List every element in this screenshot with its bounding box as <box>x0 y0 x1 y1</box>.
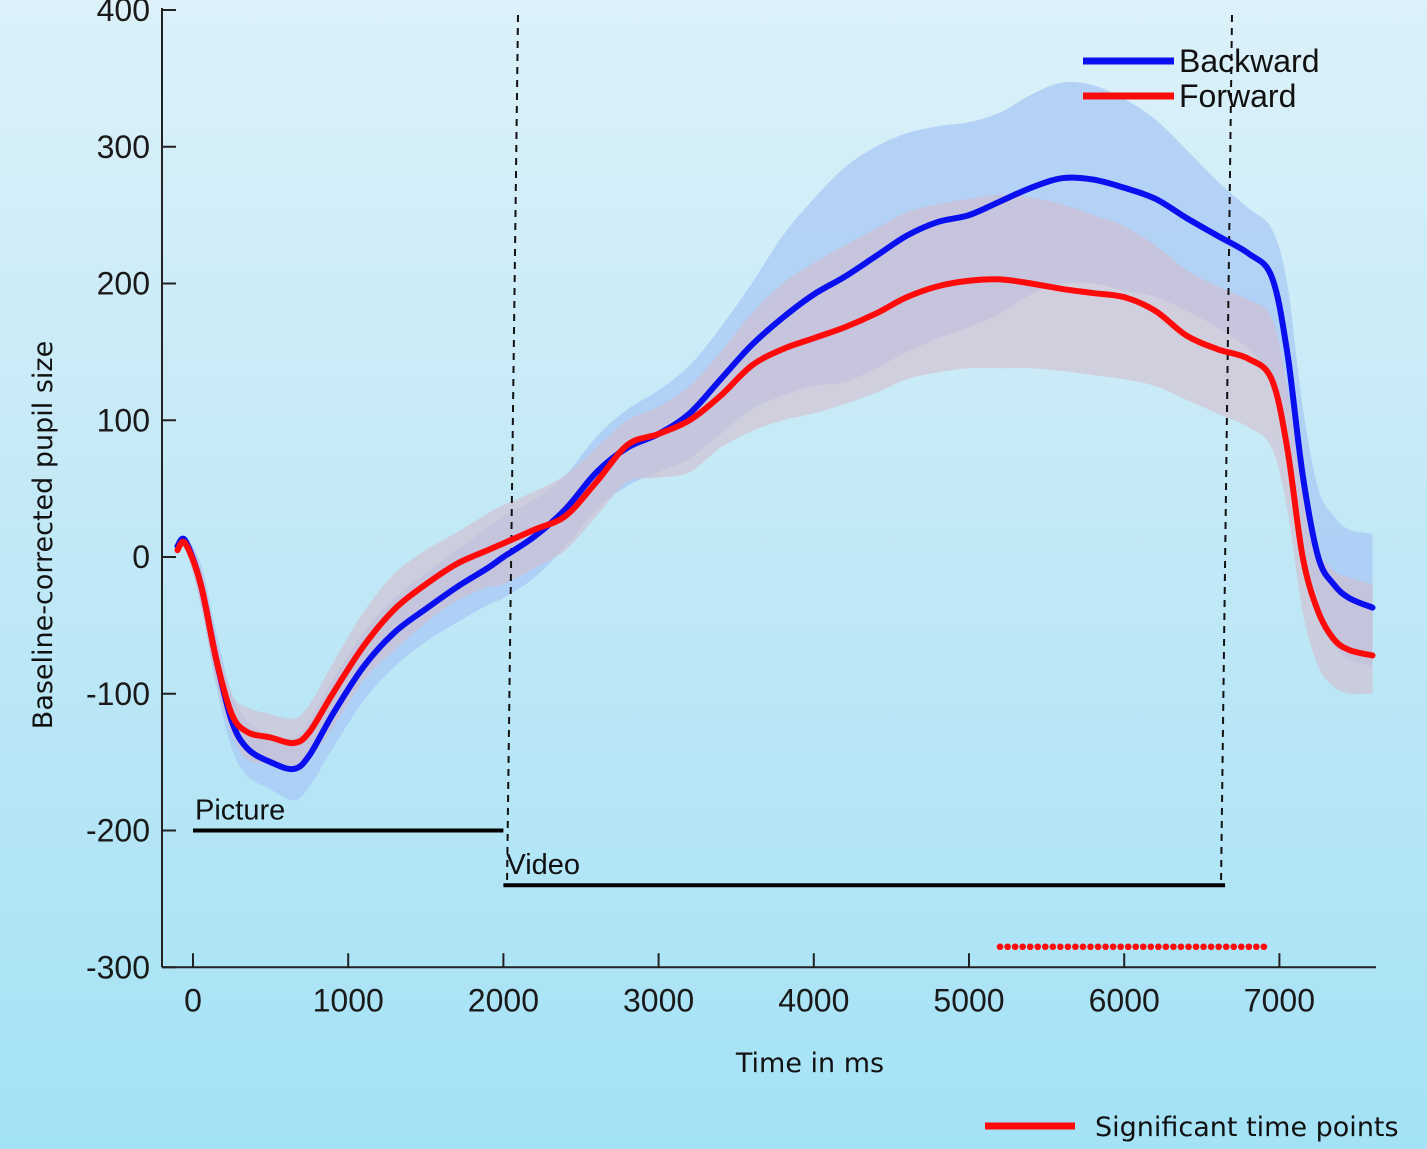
significant-dot <box>1245 943 1253 951</box>
x-tick-label: 6000 <box>1089 982 1160 1018</box>
significant-dot <box>1049 943 1057 951</box>
series-lines <box>174 174 1376 773</box>
significant-dot <box>1260 943 1268 951</box>
significant-dot <box>1147 943 1155 951</box>
significant-dot <box>1215 943 1222 951</box>
significant-dot <box>1109 943 1117 951</box>
legend-label-forward: Forward <box>1179 78 1296 114</box>
significant-dot <box>1253 943 1260 951</box>
significant-dots <box>996 943 1268 951</box>
x-tick-label: 1000 <box>313 982 384 1018</box>
significant-dot <box>1177 943 1185 951</box>
y-tick-label: 100 <box>97 402 150 438</box>
significant-dot <box>1004 943 1011 951</box>
y-tick-label: -100 <box>86 676 150 712</box>
significant-dot <box>1192 943 1200 951</box>
significant-dot <box>1132 943 1140 951</box>
y-axis-title: Baseline-corrected pupil size <box>28 341 59 729</box>
y-tick-label: 0 <box>132 539 150 575</box>
significant-dot <box>1019 943 1026 951</box>
significant-dot <box>1237 943 1245 951</box>
significant-dot <box>1041 943 1049 951</box>
significant-dot <box>1162 943 1170 951</box>
significance-legend: Significant time points <box>985 1112 1399 1143</box>
y-tick-label: 300 <box>97 129 150 165</box>
x-tick-label: 3000 <box>623 982 694 1018</box>
line-backward <box>174 174 1376 773</box>
y-tick-label: 200 <box>97 266 150 302</box>
significant-dot <box>1102 943 1109 951</box>
band-forward <box>177 194 1373 770</box>
y-tick-label: -200 <box>86 813 150 849</box>
significant-dot <box>1170 943 1177 951</box>
video-offset-marker <box>1220 14 1233 886</box>
significant-dot <box>1207 943 1215 951</box>
significant-dot <box>1064 943 1072 951</box>
significant-dot <box>1087 943 1094 951</box>
phase-label-video: Video <box>506 849 580 881</box>
x-tick-label: 2000 <box>468 982 539 1018</box>
significant-dot <box>1124 943 1132 951</box>
significant-dot <box>1011 943 1019 951</box>
significant-dot <box>996 943 1004 951</box>
x-axis-title: Time in ms <box>735 1048 884 1079</box>
x-tick-label: 4000 <box>778 982 849 1018</box>
significant-dot <box>1072 943 1079 951</box>
significant-dot <box>1185 943 1192 951</box>
phase-bars: Picture Video <box>193 795 1226 888</box>
phase-label-picture: Picture <box>195 795 285 827</box>
band-backward <box>177 81 1373 801</box>
significant-dot <box>1026 943 1034 951</box>
significant-dot <box>1057 943 1064 951</box>
significant-dot <box>1222 943 1230 951</box>
significant-dot <box>1094 943 1102 951</box>
significant-dot <box>1079 943 1087 951</box>
significant-dot <box>1230 943 1238 951</box>
significance-legend-label: Significant time points <box>1095 1112 1399 1143</box>
significant-dot <box>1155 943 1162 951</box>
y-tick-label: 400 <box>97 0 150 28</box>
significant-dot <box>1034 943 1042 951</box>
video-onset-marker <box>506 14 519 886</box>
x-tick-label: 7000 <box>1244 982 1315 1018</box>
legend-label-backward: Backward <box>1179 43 1320 79</box>
confidence-bands <box>177 81 1373 801</box>
line-forward <box>174 276 1376 747</box>
x-tick-label: 0 <box>184 982 202 1018</box>
phase-boundary-markers <box>506 14 1233 886</box>
significant-dot <box>1117 943 1124 951</box>
significant-dot <box>1139 943 1147 951</box>
significant-dot <box>1200 943 1207 951</box>
y-tick-label: -300 <box>86 949 150 985</box>
x-tick-label: 5000 <box>933 982 1004 1018</box>
